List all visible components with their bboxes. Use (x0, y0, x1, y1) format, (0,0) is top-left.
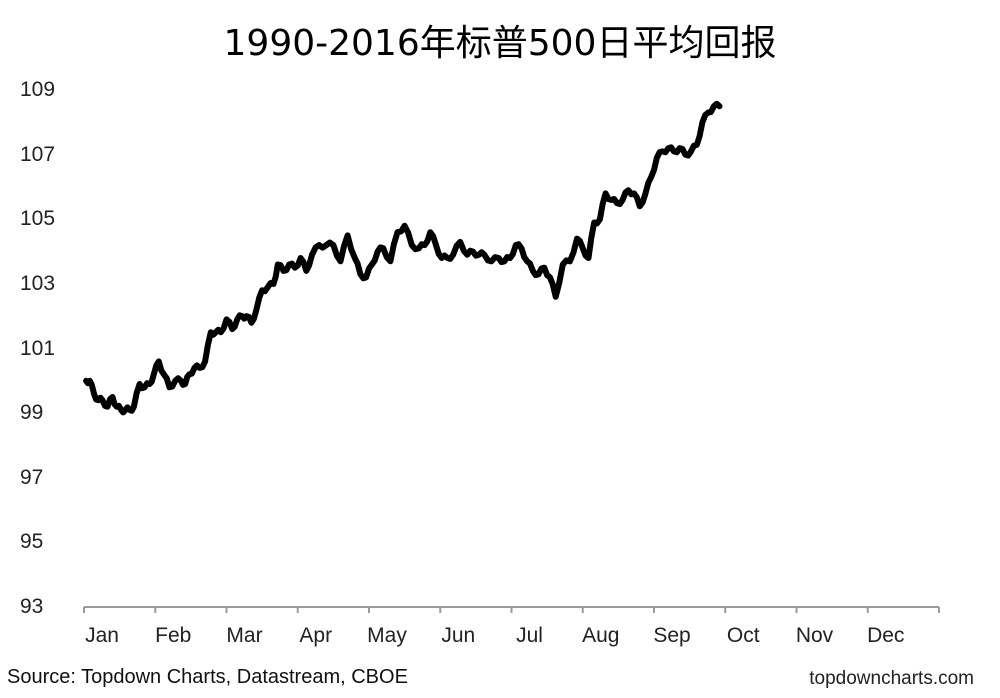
x-axis (83, 606, 940, 613)
source-note: Source: Topdown Charts, Datastream, CBOE (7, 666, 408, 688)
x-tick-label: Feb (155, 624, 192, 647)
y-tick-label: 107 (20, 142, 56, 166)
x-tick-label: May (367, 624, 407, 647)
chart-title: 1990-2016年标普500日平均回报 (223, 23, 777, 64)
x-tick-label: Sep (653, 624, 691, 647)
y-tick-label: 93 (20, 595, 44, 618)
data-line (83, 100, 723, 416)
x-tick-label: Jul (516, 624, 543, 647)
y-tick-label: 97 (20, 465, 44, 489)
x-tick-label: Aug (582, 624, 620, 647)
y-tick-label: 101 (20, 336, 56, 360)
y-tick-label: 99 (20, 401, 44, 425)
x-tick-label: Jun (441, 624, 476, 647)
x-tick-label: Mar (226, 624, 263, 647)
x-tick-label: Dec (867, 624, 905, 647)
y-tick-label: 95 (20, 530, 44, 554)
y-tick-label: 103 (20, 271, 56, 295)
x-tick-label: Oct (726, 624, 760, 647)
x-tick-label: Jan (85, 624, 119, 647)
y-tick-label: 105 (20, 207, 56, 231)
y-tick-label: 109 (20, 78, 56, 101)
x-tick-label: Nov (795, 624, 834, 647)
x-tick-label: Apr (299, 624, 333, 647)
watermark: topdowncharts.com (809, 668, 974, 689)
